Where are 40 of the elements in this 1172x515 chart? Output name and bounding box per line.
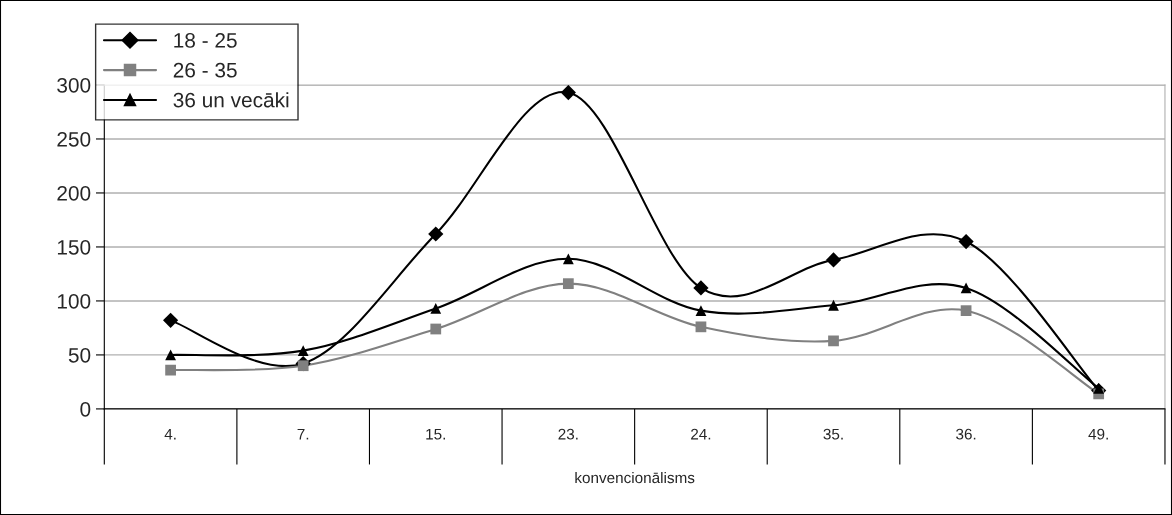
y-tick-label: 0 <box>80 401 91 417</box>
point <box>297 345 309 356</box>
point <box>693 280 709 296</box>
legend-label: 26 - 35 <box>173 62 237 78</box>
x-tick-label: 7. <box>297 428 309 440</box>
y-tick-label: 150 <box>57 239 91 255</box>
x-tick-label: 15. <box>426 428 445 440</box>
legend-label: 18 - 25 <box>174 33 237 48</box>
point <box>828 299 839 311</box>
point <box>162 312 179 328</box>
y-tick-label: 300 <box>57 77 91 93</box>
point <box>695 305 707 317</box>
point <box>1093 383 1105 394</box>
point <box>825 252 842 268</box>
point <box>165 364 176 376</box>
y-tick-label: 100 <box>57 293 91 309</box>
x-tick-label: 35. <box>823 428 843 440</box>
point <box>960 305 972 317</box>
point <box>165 349 176 361</box>
point <box>428 226 444 242</box>
point <box>560 84 576 101</box>
x-tick-label: 23. <box>558 428 578 440</box>
point <box>562 278 574 290</box>
point <box>297 360 309 372</box>
legend-label: 36 un vecāki <box>173 92 289 108</box>
point <box>430 323 442 335</box>
point <box>695 321 707 333</box>
y-tick-label: 250 <box>57 131 91 147</box>
point <box>960 282 972 294</box>
x-tick-label: 36. <box>956 428 976 440</box>
y-tick-label: 50 <box>68 347 91 363</box>
x-axis-title: konvencionālisms <box>575 471 695 484</box>
point <box>562 253 574 265</box>
point <box>958 233 974 250</box>
x-tick-label: 24. <box>691 428 711 440</box>
y-tick-label: 200 <box>57 185 91 201</box>
point <box>430 303 442 314</box>
point <box>828 335 839 347</box>
x-tick-label: 49. <box>1088 428 1108 440</box>
x-tick-label: 4. <box>164 428 176 440</box>
